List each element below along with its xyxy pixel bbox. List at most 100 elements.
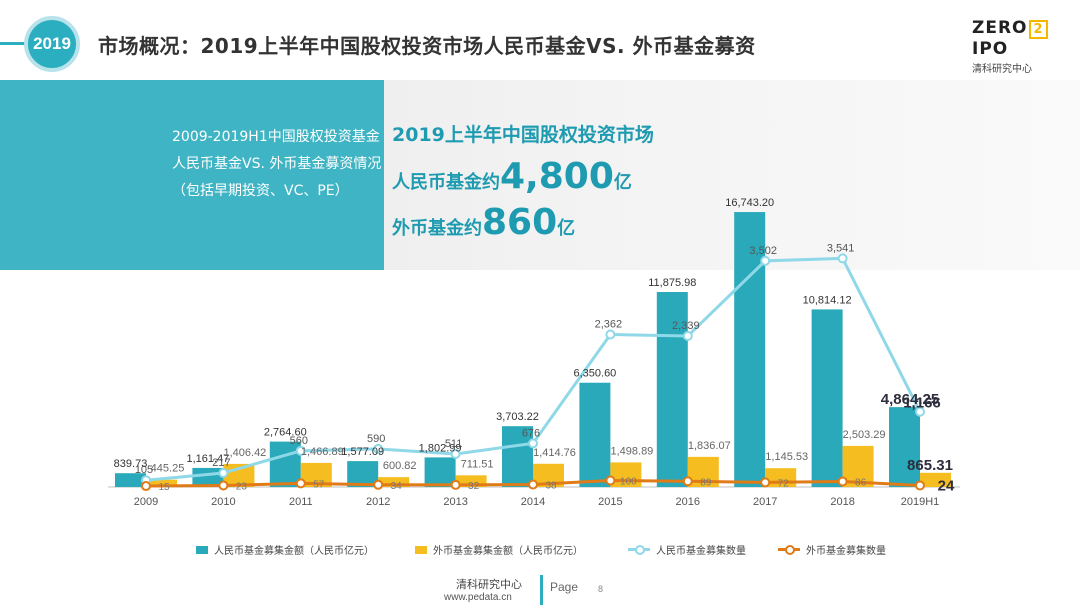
bar-usd-amount bbox=[920, 472, 951, 487]
footer-page-number: 8 bbox=[598, 584, 604, 594]
point-usd-count bbox=[528, 479, 538, 490]
data-label-usd-count: 86 bbox=[855, 477, 867, 488]
highlight-title: 2019上半年中国股权投资市场 bbox=[392, 124, 654, 146]
data-label-usd-count: 24 bbox=[938, 477, 955, 494]
data-label-usd-amount: 1,836.07 bbox=[688, 440, 731, 452]
x-tick-label: 2016 bbox=[676, 496, 700, 508]
point-rmb-count bbox=[682, 330, 693, 341]
legend-swatch-rmb-amount bbox=[196, 545, 208, 554]
legend-label-usd-amount: 外币基金募集金额（人民币亿元） bbox=[433, 546, 583, 557]
point-usd-count bbox=[682, 476, 693, 487]
point-usd-count bbox=[760, 477, 771, 488]
data-label-rmb-count: 676 bbox=[522, 427, 540, 439]
point-rmb-count bbox=[450, 449, 461, 460]
x-tick-label: 2015 bbox=[598, 496, 622, 508]
point-usd-count bbox=[605, 475, 616, 486]
bar-rmb-amount bbox=[734, 212, 766, 488]
page-title: 市场概况：2019上半年中国股权投资市场人民币基金VS. 外币基金募资 bbox=[98, 34, 756, 58]
data-label-rmb-count: 511 bbox=[445, 438, 463, 450]
data-label-usd-count: 23 bbox=[236, 482, 248, 493]
point-usd-count bbox=[373, 479, 384, 490]
bar-usd-amount bbox=[842, 445, 874, 487]
chart-legend: 人民币基金募集金额（人民币亿元） 外币基金募集金额（人民币亿元） 人民币基金募集… bbox=[0, 542, 1080, 558]
point-rmb-count bbox=[218, 467, 229, 478]
legend-label-rmb-count: 人民币基金募集数量 bbox=[656, 546, 746, 557]
banner-teal-panel bbox=[0, 80, 384, 270]
bar-rmb-amount bbox=[115, 473, 146, 487]
usd-unit: 亿 bbox=[557, 218, 576, 239]
footer-org: 清科研究中心 bbox=[456, 578, 522, 591]
x-tick-label: 2017 bbox=[753, 496, 777, 508]
data-label-usd-count: 72 bbox=[778, 478, 790, 489]
data-label-rmb-amount: 1,577.09 bbox=[341, 446, 384, 458]
legend-item-usd-count: 外币基金募集数量 bbox=[778, 542, 886, 557]
point-rmb-count bbox=[837, 253, 848, 264]
data-label-rmb-amount: 4,864.25 bbox=[881, 391, 939, 408]
data-label-rmb-amount: 1,161.47 bbox=[186, 453, 229, 465]
footer: 清科研究中心 www.pedata.cn Page 8 bbox=[0, 572, 1080, 607]
bar-usd-amount bbox=[610, 462, 642, 487]
data-label-rmb-count: 2,339 bbox=[672, 320, 700, 332]
data-label-usd-amount: 445.25 bbox=[151, 463, 185, 475]
x-tick-label: 2019H1 bbox=[901, 496, 940, 508]
legend-line-usd-count bbox=[778, 545, 800, 555]
data-label-usd-amount: 1,466.89 bbox=[301, 446, 344, 458]
logo: ZERO 2 IPO 清科研究中心 bbox=[972, 18, 1062, 75]
point-usd-count bbox=[450, 479, 461, 490]
point-usd-count bbox=[218, 480, 229, 491]
data-label-rmb-amount: 2,764.60 bbox=[264, 427, 307, 439]
x-tick-label: 2014 bbox=[521, 496, 545, 508]
rmb-value: 4,800 bbox=[500, 156, 614, 197]
usd-prefix: 外币基金约 bbox=[392, 218, 482, 239]
data-label-usd-amount: 711.51 bbox=[461, 458, 494, 470]
point-rmb-count bbox=[915, 406, 925, 417]
point-rmb-count bbox=[605, 329, 616, 340]
x-tick-label: 2010 bbox=[211, 496, 235, 508]
logo-word-left: ZERO bbox=[972, 18, 1028, 38]
footer-url: www.pedata.cn bbox=[444, 592, 512, 603]
bar-usd-amount bbox=[533, 463, 564, 487]
usd-value: 860 bbox=[482, 202, 558, 243]
data-label-usd-amount: 1,414.76 bbox=[533, 447, 576, 459]
point-rmb-count bbox=[760, 255, 771, 266]
rmb-prefix: 人民币基金约 bbox=[392, 172, 500, 193]
data-label-rmb-count: 2,362 bbox=[595, 318, 623, 330]
x-tick-label: 2009 bbox=[134, 496, 158, 508]
bar-rmb-amount bbox=[347, 461, 379, 487]
logo-box: 2 bbox=[1029, 20, 1048, 39]
data-label-usd-count: 34 bbox=[391, 481, 403, 492]
logo-subtitle: 清科研究中心 bbox=[972, 64, 1032, 75]
data-label-rmb-amount: 6,350.60 bbox=[573, 368, 616, 380]
data-label-usd-amount: 865.31 bbox=[907, 457, 953, 474]
footer-page-label: Page bbox=[550, 580, 579, 594]
bar-rmb-amount bbox=[424, 457, 456, 487]
legend-label-rmb-amount: 人民币基金募集金额（人民币亿元） bbox=[214, 546, 374, 557]
data-label-usd-count: 89 bbox=[700, 477, 712, 488]
data-label-rmb-count: 3,541 bbox=[827, 242, 855, 254]
legend-label-usd-count: 外币基金募集数量 bbox=[806, 546, 886, 557]
data-label-rmb-amount: 11,875.98 bbox=[648, 277, 696, 289]
data-label-rmb-count: 1,166 bbox=[903, 395, 941, 412]
legend-item-usd-amount: 外币基金募集金额（人民币亿元） bbox=[415, 542, 583, 557]
data-label-usd-count: 32 bbox=[468, 481, 480, 492]
highlight-box: 2019上半年中国股权投资市场 人民币基金约4,800 亿 外币基金约860亿 bbox=[392, 120, 654, 249]
highlight-usd-line: 外币基金约860亿 bbox=[392, 203, 654, 249]
point-usd-count bbox=[295, 478, 306, 489]
bar-rmb-amount bbox=[656, 291, 688, 487]
data-label-usd-amount: 1,406.42 bbox=[223, 447, 266, 459]
data-label-rmb-amount: 839.73 bbox=[114, 458, 148, 470]
data-label-rmb-count: 105 bbox=[135, 464, 153, 476]
x-tick-label: 2011 bbox=[289, 496, 313, 508]
point-rmb-count bbox=[295, 445, 306, 456]
legend-item-rmb-amount: 人民币基金募集金额（人民币亿元） bbox=[196, 542, 374, 557]
data-label-usd-amount: 600.82 bbox=[383, 460, 417, 472]
legend-line-rmb-count bbox=[628, 545, 650, 555]
data-label-usd-count: 15 bbox=[158, 482, 170, 493]
data-label-rmb-amount: 16,743.20 bbox=[725, 197, 774, 209]
point-rmb-count bbox=[528, 438, 538, 449]
data-label-rmb-count: 217 bbox=[212, 457, 230, 469]
data-label-usd-amount: 2,503.29 bbox=[843, 429, 886, 441]
bar-usd-amount bbox=[455, 475, 487, 487]
legend-item-rmb-count: 人民币基金募集数量 bbox=[628, 542, 746, 557]
